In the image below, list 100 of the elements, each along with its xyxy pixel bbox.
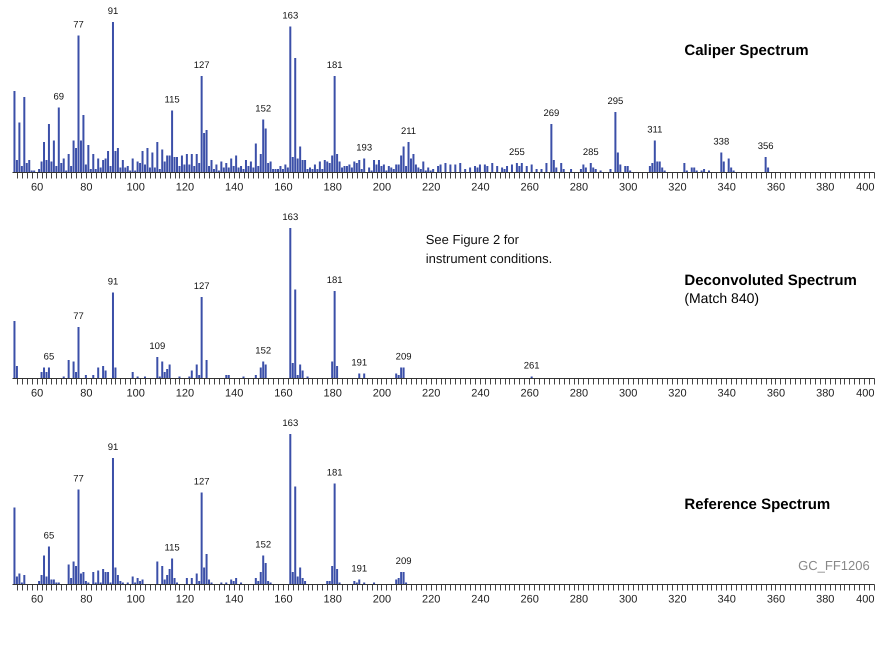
bar <box>156 562 158 584</box>
bar <box>166 156 168 172</box>
bar <box>693 168 696 172</box>
bar <box>427 168 430 172</box>
bar <box>402 368 405 378</box>
bar <box>363 158 366 172</box>
x-tick-label: 400 <box>856 594 874 606</box>
bar <box>326 581 328 584</box>
bar <box>13 508 16 584</box>
bar <box>334 291 336 378</box>
bar <box>274 169 277 172</box>
x-tick-label: 80 <box>80 594 93 606</box>
bar <box>196 574 198 584</box>
x-tick-label: 60 <box>31 388 44 400</box>
bar <box>225 163 228 172</box>
bar <box>506 166 508 172</box>
bar <box>235 578 238 584</box>
bar <box>102 366 104 378</box>
bar <box>240 166 242 172</box>
bar <box>334 76 336 172</box>
bar <box>444 163 446 172</box>
annotation: 77 <box>73 474 84 484</box>
x-tick-label: 100 <box>126 594 145 606</box>
bar <box>112 458 114 584</box>
x-tick-label: 300 <box>619 182 638 194</box>
bar <box>464 169 466 172</box>
annotation: 338 <box>713 136 730 148</box>
x-tick-label: 120 <box>176 594 194 606</box>
bar <box>501 168 504 172</box>
bar <box>43 556 46 584</box>
x-tick-label: 300 <box>619 594 638 606</box>
bar <box>18 122 20 172</box>
bar <box>92 154 94 172</box>
bar <box>139 581 142 584</box>
bar <box>156 142 158 172</box>
bar <box>658 162 661 172</box>
bar <box>48 368 50 378</box>
bar <box>378 160 380 172</box>
x-tick-label: 380 <box>816 594 834 606</box>
bar <box>614 112 616 172</box>
bar <box>77 36 80 172</box>
annotation: 77 <box>73 20 84 30</box>
bar <box>220 162 222 172</box>
bar <box>276 169 279 172</box>
bar <box>102 160 104 172</box>
x-tick-label: 320 <box>668 182 687 194</box>
bar <box>382 164 385 172</box>
annotation: 115 <box>164 542 180 554</box>
annotation: 127 <box>194 476 210 488</box>
bar <box>126 166 129 172</box>
annotation: 209 <box>396 556 412 567</box>
bar <box>395 164 398 172</box>
bar <box>417 168 420 172</box>
annotation: 269 <box>543 108 560 119</box>
annotation: GC_FF1206 <box>798 558 870 573</box>
bar <box>626 166 629 172</box>
bar <box>486 166 488 172</box>
bar <box>353 162 356 172</box>
bar <box>289 228 292 378</box>
x-tick-label: 60 <box>31 594 44 606</box>
bar <box>206 130 208 172</box>
annotation: See Figure 2 for instrument conditions. <box>426 232 552 266</box>
annotation: 285 <box>582 147 599 158</box>
annotation: 311 <box>647 124 662 136</box>
bar <box>43 142 46 172</box>
bar <box>225 375 228 378</box>
bar <box>23 575 26 584</box>
bar <box>343 166 346 172</box>
bar <box>210 160 212 172</box>
bar <box>136 578 139 584</box>
bar <box>395 580 398 584</box>
bar <box>190 370 193 378</box>
bar <box>13 321 16 378</box>
annotation: 163 <box>282 418 298 429</box>
bar <box>136 162 139 172</box>
bar <box>348 164 350 172</box>
bar <box>48 124 50 172</box>
x-tick-label: 100 <box>126 388 145 400</box>
bar <box>230 580 232 584</box>
bar <box>43 368 46 378</box>
x-tick-label: 260 <box>520 182 539 194</box>
annotation: 152 <box>255 540 272 550</box>
bar <box>432 169 434 172</box>
bar <box>299 364 302 378</box>
bar <box>582 164 584 172</box>
bar <box>474 166 476 172</box>
bar <box>180 156 183 172</box>
bar <box>703 169 706 172</box>
bar <box>289 26 292 172</box>
annotation: 127 <box>194 60 210 71</box>
bar <box>68 360 70 378</box>
annotation: 295 <box>607 96 624 107</box>
bar <box>142 151 144 172</box>
x-tick-label: 260 <box>520 388 539 400</box>
bar <box>28 160 30 172</box>
bar <box>200 492 203 584</box>
x-tick-label: 340 <box>718 182 736 194</box>
bar <box>395 374 398 378</box>
bar <box>484 164 486 172</box>
bar <box>683 163 686 172</box>
